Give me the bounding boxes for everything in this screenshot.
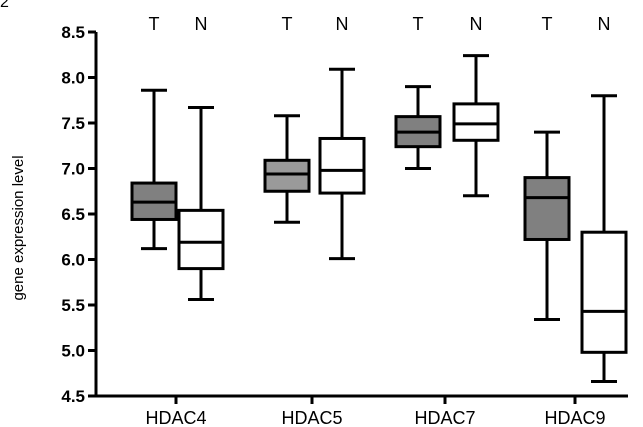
y-tick-label: 4.5 (61, 387, 85, 406)
group-label-t: T (542, 14, 553, 34)
y-tick-label: 8.0 (61, 69, 85, 88)
y-tick-label: 6.0 (61, 251, 85, 270)
group-label-n: N (336, 14, 349, 34)
figure-panel-label: 2 (0, 0, 9, 11)
x-tick-label-hdac5: HDAC5 (281, 408, 342, 427)
group-label-n: N (195, 14, 208, 34)
group-label-t: T (413, 14, 424, 34)
group-label-t: T (149, 14, 160, 34)
y-tick-label: 6.5 (61, 205, 85, 224)
hdac9-n-box (580, 230, 628, 354)
hdac5-n-box (318, 136, 366, 195)
y-axis-label: gene expression level (10, 155, 27, 300)
hdac4-n-box (177, 208, 225, 271)
group-label-n: N (470, 14, 483, 34)
y-tick-label: 7.0 (61, 160, 85, 179)
y-tick-label: 8.5 (61, 23, 85, 42)
y-tick-label: 7.5 (61, 114, 85, 133)
x-tick-label-hdac7: HDAC7 (414, 408, 475, 427)
x-tick-label-hdac9: HDAC9 (544, 408, 605, 427)
group-label-n: N (598, 14, 611, 34)
group-label-t: T (282, 14, 293, 34)
x-tick-label-hdac4: HDAC4 (145, 408, 206, 427)
hdac7-n-box (452, 102, 500, 142)
y-tick-label: 5.5 (61, 296, 85, 315)
y-tick-label: 5.0 (61, 342, 85, 361)
hdac9-t-box (523, 176, 571, 241)
hdac5-t-box (263, 158, 311, 193)
